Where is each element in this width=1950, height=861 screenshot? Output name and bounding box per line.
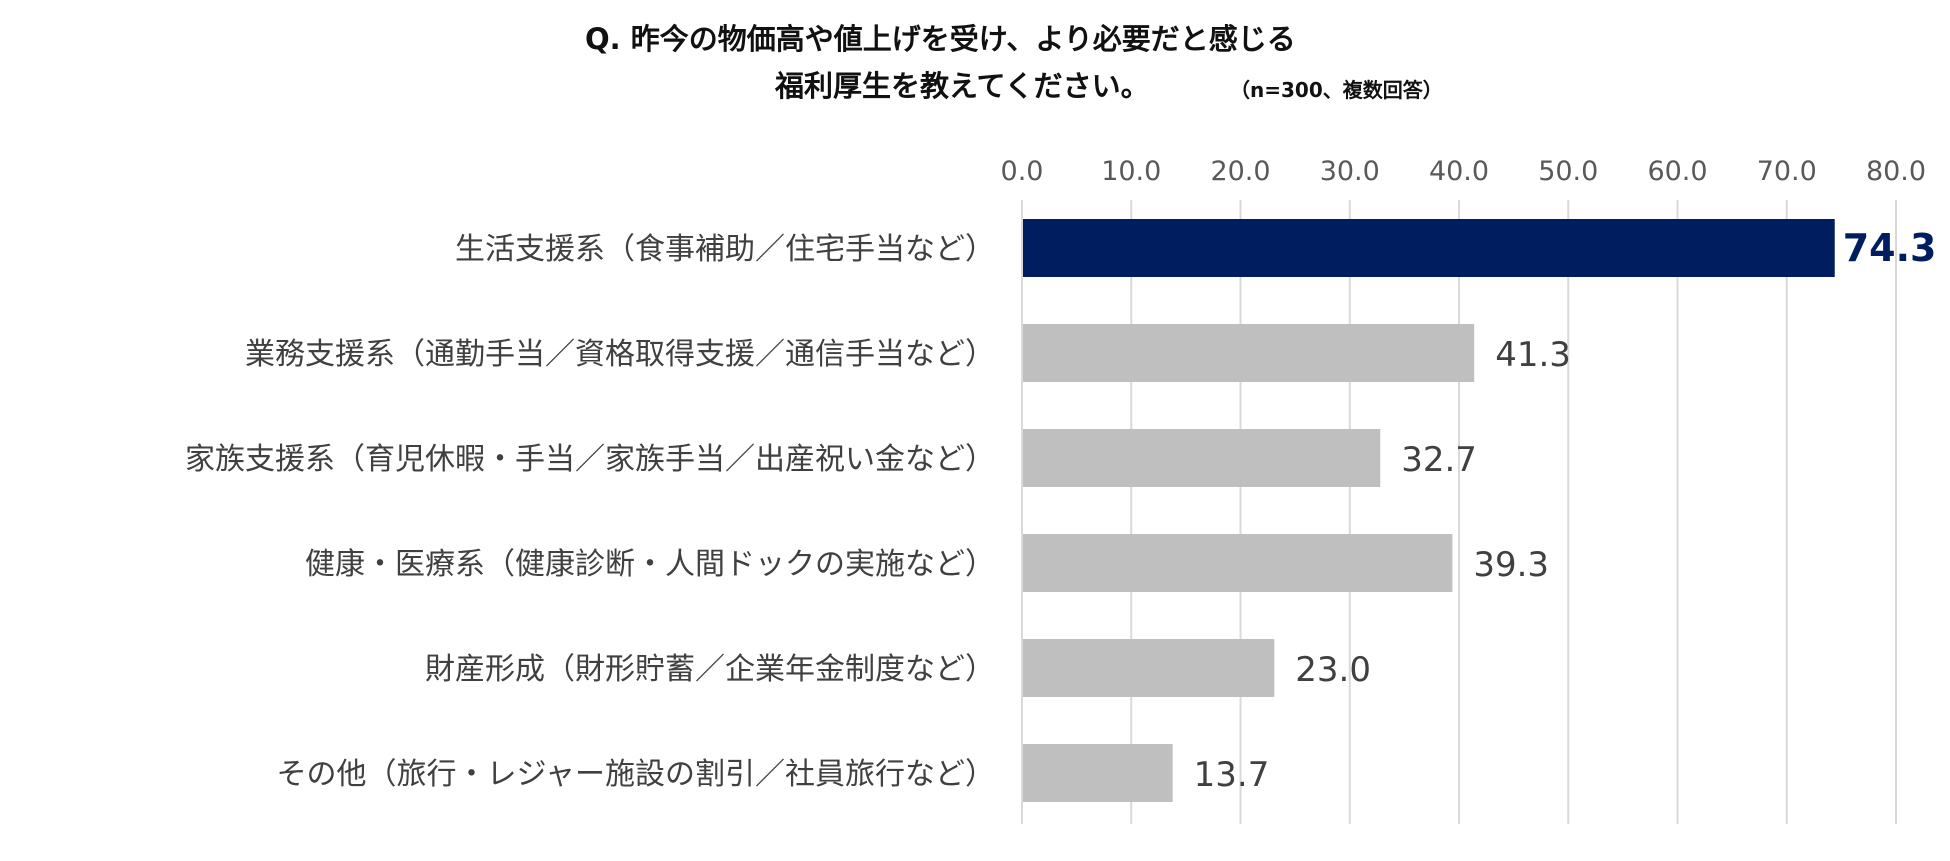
bar-2 <box>1023 324 1475 382</box>
x-tick-label: 70.0 <box>1757 156 1817 187</box>
data-label: 23.0 <box>1295 650 1371 690</box>
chart-title-line2: 福利厚生を教えてください。 <box>775 69 1150 103</box>
category-label: 業務支援系（通勤手当／資格取得支援／通信手当など） <box>245 337 995 372</box>
data-label: 32.7 <box>1401 440 1477 480</box>
category-label: 健康・医療系（健康診断・人間ドックの実施など） <box>305 547 995 582</box>
category-labels: 生活支援系（食事補助／住宅手当など） 業務支援系（通勤手当／資格取得支援／通信手当… <box>185 232 995 792</box>
x-tick-label: 10.0 <box>1101 156 1161 187</box>
data-label: 41.3 <box>1495 335 1571 375</box>
x-tick-label: 40.0 <box>1429 156 1489 187</box>
category-label: 財産形成（財形貯蓄／企業年金制度など） <box>425 652 995 687</box>
bars <box>1023 219 1835 802</box>
category-label: 家族支援系（育児休暇・手当／家族手当／出産祝い金など） <box>185 442 995 477</box>
data-label: 39.3 <box>1473 545 1549 585</box>
category-label: 生活支援系（食事補助／住宅手当など） <box>455 232 995 267</box>
x-tick-label: 60.0 <box>1647 156 1707 187</box>
bar-5 <box>1023 639 1275 697</box>
bar-3 <box>1023 429 1381 487</box>
x-tick-label: 0.0 <box>1001 156 1044 187</box>
category-label: その他（旅行・レジャー施設の割引／社員旅行など） <box>277 757 996 792</box>
x-tick-label: 20.0 <box>1210 156 1270 187</box>
x-tick-label: 80.0 <box>1866 156 1926 187</box>
data-label: 13.7 <box>1194 755 1270 795</box>
x-tick-label: 50.0 <box>1538 156 1598 187</box>
chart-sample-note: （n=300、複数回答） <box>1230 78 1443 102</box>
data-label: 74.3 <box>1843 226 1937 270</box>
x-axis-tick-labels: 0.0 10.0 20.0 30.0 40.0 50.0 60.0 70.0 80.0 <box>1001 156 1927 187</box>
bar-1 <box>1023 219 1835 277</box>
gridlines <box>1021 200 1897 824</box>
value-labels: 74.3 41.3 32.7 39.3 23.0 13.7 <box>1194 226 1937 795</box>
x-tick-label: 30.0 <box>1320 156 1380 187</box>
chart-title-line1: Q. 昨今の物価高や値上げを受け、より必要だと感じる <box>585 22 1296 56</box>
bar-6 <box>1023 744 1173 802</box>
bar-4 <box>1023 534 1453 592</box>
